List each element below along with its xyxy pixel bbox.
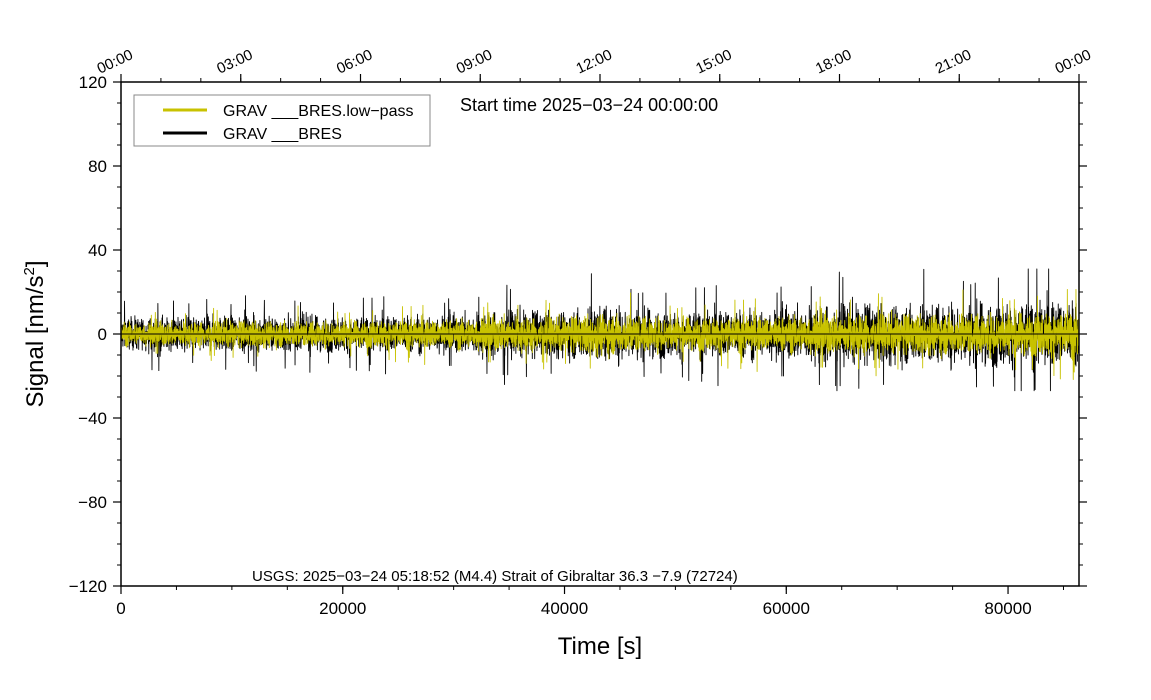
event-annotation: USGS: 2025−03−24 05:18:52 (M4.4) Strait … (252, 568, 738, 585)
x-tick-label: 40000 (541, 599, 588, 618)
x-axis-title: Time [s] (558, 633, 642, 660)
y-tick-label: 120 (79, 73, 107, 92)
start-time-annotation: Start time 2025−03−24 00:00:00 (460, 95, 718, 115)
legend-box (133, 94, 431, 147)
legend-label-lowpass: GRAV ___BRES.low−pass (223, 103, 413, 120)
x-axis: 0 20000 40000 60000 80000 (116, 586, 1064, 618)
y-axis-title-superscript: 2 (21, 267, 38, 275)
series-line (120, 289, 1080, 380)
x-tick-label: 80000 (984, 599, 1031, 618)
legend-label-raw: GRAV ___BRES (223, 126, 342, 143)
y-axis-title: Signal [nm/s2] (21, 260, 49, 407)
x-tick-label: 60000 (763, 599, 810, 618)
y-axis-right (1079, 81, 1087, 587)
y-tick-label: −120 (69, 577, 107, 596)
y-axis-title-end: ] (22, 260, 49, 267)
y-tick-label: −80 (78, 493, 107, 512)
legend: GRAV ___BRES.low−pass GRAV ___BRES (133, 94, 431, 147)
series-grav-bres-low-pass (120, 289, 1080, 380)
y-tick-label: 0 (98, 325, 107, 344)
x-tick-label: 0 (116, 599, 125, 618)
y-tick-label: −40 (78, 409, 107, 428)
y-axis-title-main: Signal [nm/s (22, 275, 49, 407)
y-tick-label: 80 (88, 157, 107, 176)
y-axis: −120 −80 −40 0 40 80 120 (69, 73, 121, 596)
x-tick-label: 20000 (319, 599, 366, 618)
y-tick-label: 40 (88, 241, 107, 260)
